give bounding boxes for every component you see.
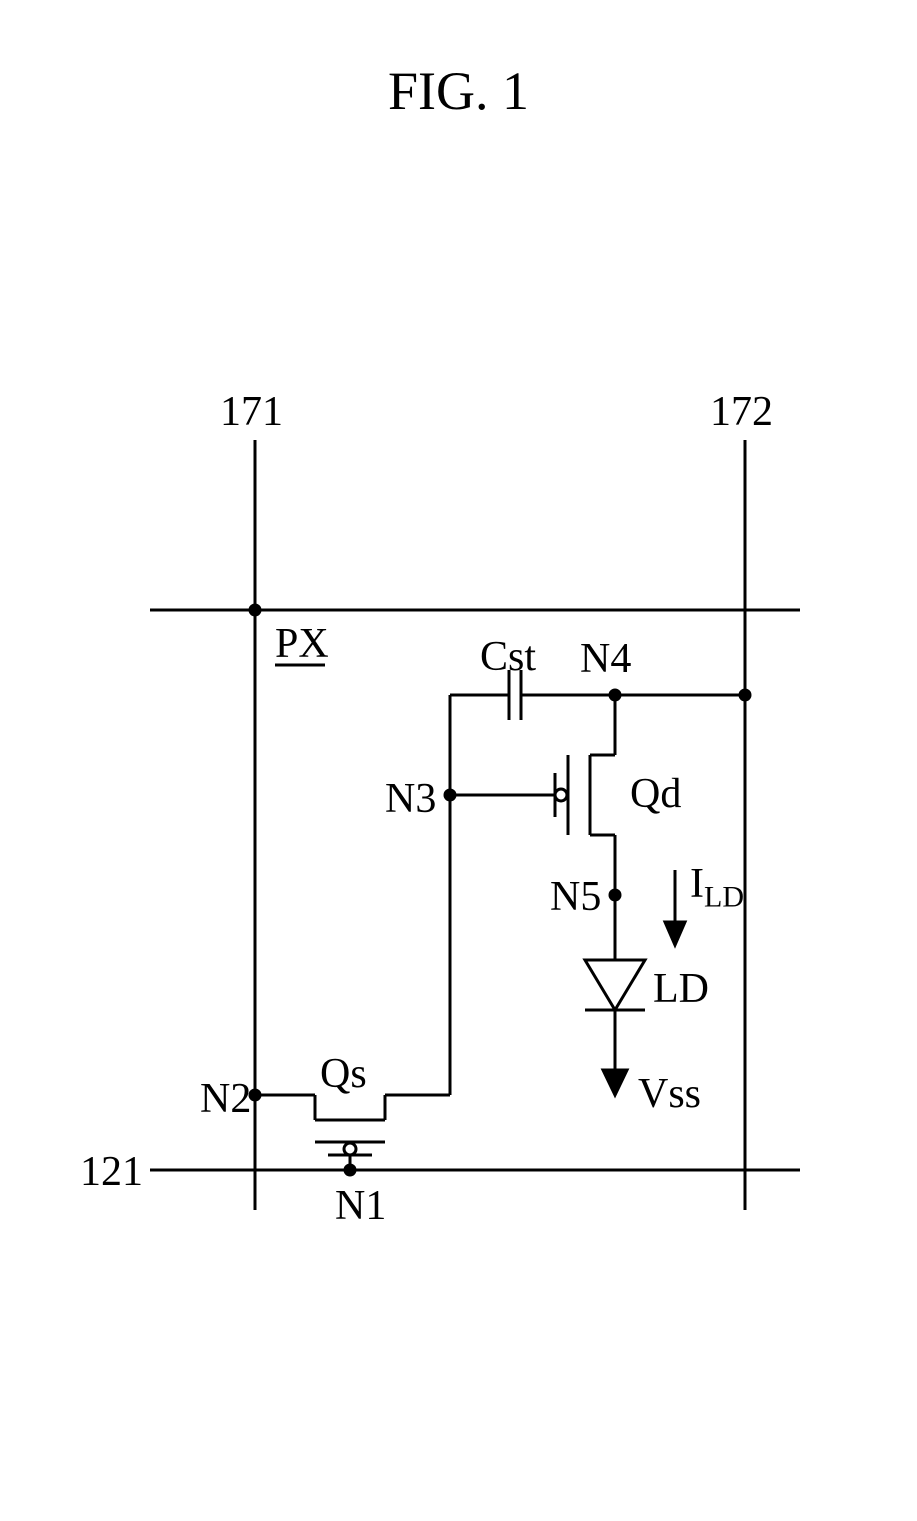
qd-bubble (555, 789, 567, 801)
dot-n4 (610, 690, 620, 700)
label-n4: N4 (580, 635, 631, 683)
dot-n3 (445, 790, 455, 800)
label-ild: ILD (690, 860, 744, 914)
label-px: PX (275, 620, 329, 668)
dot-n1 (345, 1165, 355, 1175)
label-qd: Qd (630, 770, 681, 818)
dot-n2 (250, 1090, 260, 1100)
label-cst: Cst (480, 633, 536, 681)
ild-arrow-head (665, 922, 685, 945)
label-171: 171 (220, 388, 283, 436)
ild-sub: LD (704, 880, 744, 913)
vss-arrow (603, 1070, 627, 1095)
qs-bubble (344, 1143, 356, 1155)
dot-n5 (610, 890, 620, 900)
label-172: 172 (710, 388, 773, 436)
label-n5: N5 (550, 873, 601, 921)
ld-triangle (585, 960, 645, 1010)
dot-172-n4 (740, 690, 750, 700)
label-qs: Qs (320, 1050, 367, 1098)
ild-base: I (690, 861, 704, 907)
label-ld: LD (653, 965, 709, 1013)
label-121: 121 (80, 1148, 143, 1196)
label-n2: N2 (200, 1075, 251, 1123)
circuit-diagram: 171 172 121 PX Cst N2 N1 N3 N4 N5 Qs Qd … (120, 360, 800, 1210)
figure-title: FIG. 1 (388, 60, 529, 122)
label-n3: N3 (385, 775, 436, 823)
label-n1: N1 (335, 1182, 386, 1230)
dot-171-gate (250, 605, 260, 615)
label-vss: Vss (638, 1070, 701, 1118)
